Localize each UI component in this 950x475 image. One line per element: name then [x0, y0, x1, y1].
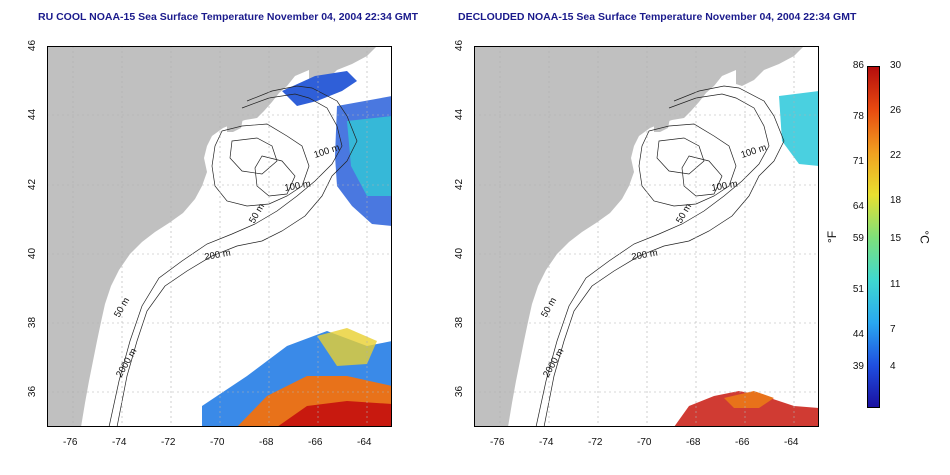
sst-fill-south-warm: [724, 391, 774, 408]
lon-tick-label: -68: [259, 437, 274, 448]
f-tick-label: 71: [852, 156, 864, 167]
f-tick-label: 64: [852, 201, 864, 212]
land-mass: [474, 46, 736, 427]
sst-fill-south-hot: [674, 391, 819, 427]
lat-tick-label: 42: [453, 178, 465, 191]
sst-fill-south-hot: [277, 401, 392, 427]
left-lat-axis: 46 44 42 40 38 36: [8, 40, 38, 430]
left-lon-axis: -76 -74 -72 -70 -68 -66 -64: [47, 437, 392, 451]
right-panel-title: DECLOUDED NOAA-15 Sea Surface Temperatur…: [458, 11, 857, 23]
lon-tick-label: -74: [539, 437, 554, 448]
celsius-ticks: 30 26 22 18 15 11 7 4: [890, 60, 914, 410]
c-tick-label: 11: [890, 279, 901, 290]
sst-fill-south-mid: [317, 328, 377, 366]
lat-tick-label: 40: [26, 247, 38, 260]
fahrenheit-ticks: 86 78 71 64 59 51 44 39: [840, 60, 864, 410]
c-tick-label: 26: [890, 105, 902, 116]
lon-tick-label: -64: [357, 437, 372, 448]
c-tick-label: 15: [890, 233, 902, 244]
f-tick-label: 44: [852, 329, 864, 340]
lon-tick-label: -72: [588, 437, 603, 448]
colorbar: [868, 67, 880, 408]
contour-label: 200 m: [204, 248, 232, 263]
f-tick-label: 51: [852, 284, 864, 295]
lon-tick-label: -66: [735, 437, 750, 448]
c-tick-label: 4: [890, 361, 896, 372]
cape-cod: [654, 116, 670, 132]
sst-fill-maine: [282, 71, 357, 106]
lat-tick-label: 46: [453, 39, 465, 52]
lat-tick-label: 44: [453, 108, 465, 121]
unit-fahrenheit: °F: [825, 230, 840, 244]
left-sst-map: 100 m 100 m 50 m 200 m 50 m 2000 m: [47, 46, 392, 427]
lon-tick-label: -76: [490, 437, 505, 448]
lat-tick-label: 38: [453, 316, 465, 329]
contour-label: 200 m: [631, 248, 659, 263]
c-tick-label: 7: [890, 324, 896, 335]
sst-fill-northeast: [779, 91, 819, 166]
lon-tick-label: -64: [784, 437, 799, 448]
contour-label: 100 m: [284, 179, 312, 194]
right-lon-axis: -76 -74 -72 -70 -68 -66 -64: [474, 437, 819, 451]
lat-tick-label: 42: [26, 178, 38, 191]
lon-tick-label: -74: [112, 437, 127, 448]
f-tick-label: 39: [852, 361, 864, 372]
lat-tick-label: 40: [453, 247, 465, 260]
lat-grid: [47, 46, 392, 427]
c-tick-label: 22: [890, 150, 902, 161]
f-tick-label: 86: [852, 60, 864, 71]
f-tick-label: 78: [852, 111, 864, 122]
lat-tick-label: 46: [26, 39, 38, 52]
lat-tick-label: 36: [26, 385, 38, 398]
lat-tick-label: 36: [453, 385, 465, 398]
lon-tick-label: -70: [637, 437, 652, 448]
lon-tick-label: -68: [686, 437, 701, 448]
lon-tick-label: -70: [210, 437, 225, 448]
bathymetry-contours: [108, 85, 358, 427]
lat-grid: [474, 46, 819, 427]
bathymetry-contours: [535, 85, 785, 427]
lon-tick-label: -76: [63, 437, 78, 448]
sst-fill-northeast-warm: [347, 116, 392, 196]
lat-tick-label: 44: [26, 108, 38, 121]
right-sst-map: 100 m 100 m 50 m 200 m 50 m 2000 m: [474, 46, 819, 427]
c-tick-label: 30: [890, 60, 902, 71]
c-tick-label: 18: [890, 195, 902, 206]
lon-tick-label: -66: [308, 437, 323, 448]
cape-cod: [227, 116, 243, 132]
land-mass: [47, 46, 309, 427]
contour-label: 100 m: [711, 179, 739, 194]
lon-tick-label: -72: [161, 437, 176, 448]
right-lat-axis: 46 44 42 40 38 36: [435, 40, 465, 430]
f-tick-label: 59: [852, 233, 864, 244]
nova-scotia-land: [736, 46, 804, 86]
unit-celsius: °C: [917, 230, 932, 244]
colorbar-frame: [867, 66, 880, 408]
left-panel-title: RU COOL NOAA-15 Sea Surface Temperature …: [38, 11, 419, 23]
lat-tick-label: 38: [26, 316, 38, 329]
